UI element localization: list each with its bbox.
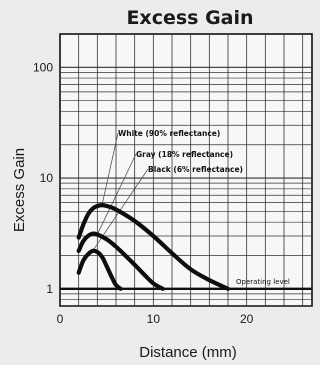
y-tick-label: 10 <box>40 171 54 185</box>
annotation-black: Black (6% reflectance) <box>148 165 243 174</box>
annotation-white: White (90% reflectance) <box>118 129 220 138</box>
x-tick-label: 20 <box>240 312 254 326</box>
x-axis-tick-labels: 0 10 20 <box>57 312 254 326</box>
series-gray-curve <box>76 231 165 291</box>
x-tick-label: 10 <box>147 312 161 326</box>
chart-title: Excess Gain <box>126 7 253 29</box>
x-axis-label: Distance (mm) <box>139 344 237 361</box>
series-white-curve <box>76 203 231 291</box>
data-series <box>76 203 231 291</box>
leader-line <box>97 153 137 235</box>
y-axis-tick-labels: 1 10 100 <box>33 60 53 296</box>
annotation-operating-level: Operating level <box>236 278 290 286</box>
leader-line <box>101 132 119 206</box>
series-black-curve <box>76 248 123 291</box>
y-axis-label: Excess Gain <box>11 148 28 232</box>
annotation-gray: Gray (18% reflectance) <box>136 150 233 159</box>
y-tick-label: 1 <box>46 282 53 296</box>
y-tick-label: 100 <box>33 60 53 74</box>
x-tick-label: 0 <box>57 312 64 326</box>
